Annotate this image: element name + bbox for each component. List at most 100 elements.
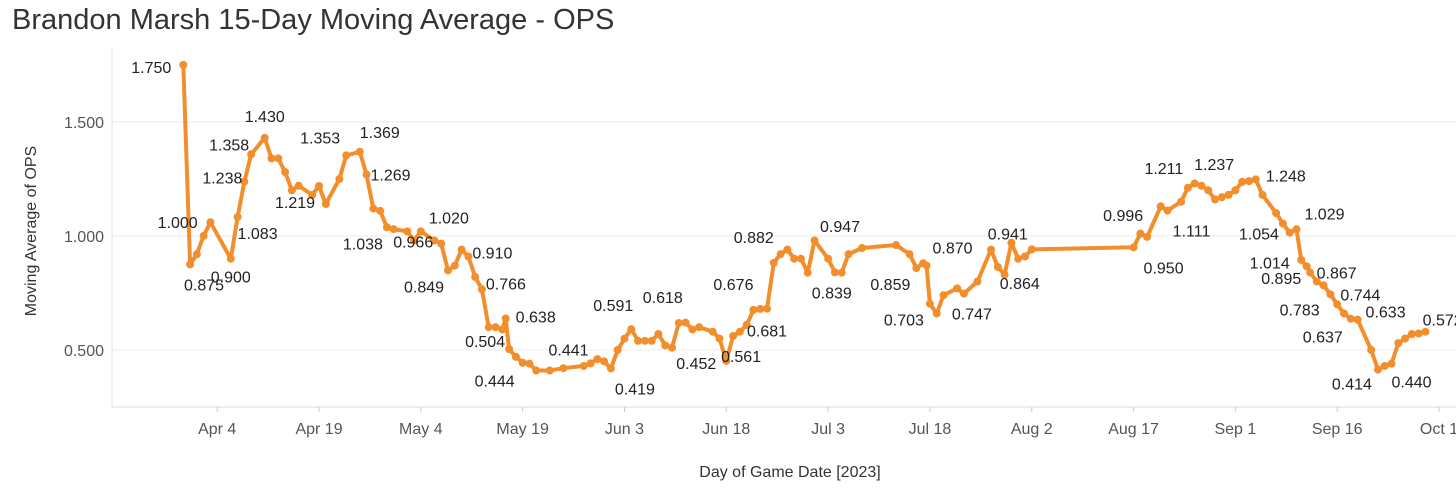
data-label: 0.996 — [1103, 208, 1143, 225]
data-point — [1204, 186, 1213, 195]
x-tick-labels: Apr 4 Apr 19 May 4 May 19 Jun 3 Jun 18 Jul 3 Ju… — [198, 407, 1456, 438]
data-point — [729, 332, 738, 341]
data-label: 1.083 — [238, 226, 278, 243]
data-point — [1163, 206, 1172, 215]
data-point — [627, 325, 636, 334]
y-tick-label: 1.000 — [64, 229, 104, 246]
data-point — [688, 325, 697, 334]
data-point — [464, 252, 473, 261]
data-point — [1387, 359, 1396, 368]
gridlines — [112, 121, 1456, 351]
data-point — [763, 304, 772, 313]
x-tick-label: Sep 16 — [1312, 421, 1363, 438]
data-point — [444, 266, 452, 275]
data-point — [1394, 339, 1403, 348]
ops-series-line — [181, 62, 1428, 373]
data-point — [959, 289, 968, 298]
data-point — [1401, 334, 1410, 343]
data-point — [240, 177, 249, 186]
data-point — [1312, 277, 1321, 286]
data-point — [403, 227, 412, 236]
data-point — [1285, 228, 1294, 237]
data-point — [321, 199, 330, 208]
data-point — [939, 291, 948, 300]
data-label: 0.950 — [1144, 260, 1184, 277]
y-tick-label: 1.500 — [64, 115, 104, 132]
data-point — [1278, 219, 1287, 228]
data-point — [532, 366, 541, 375]
x-axis-title: Day of Game Date [2023] — [699, 464, 880, 481]
data-point — [661, 341, 670, 350]
data-point — [1319, 281, 1328, 290]
data-point — [593, 355, 602, 364]
data-point — [1136, 229, 1145, 238]
data-point — [1197, 181, 1206, 190]
data-point — [634, 336, 643, 345]
data-point — [640, 336, 649, 345]
data-labels: 1.750 0.875 1.000 0.900 1.083 1.238 1.358 1.430… — [131, 60, 1456, 399]
data-point — [606, 364, 615, 373]
data-point — [742, 320, 751, 329]
data-point — [1407, 330, 1416, 339]
data-label: 1.750 — [131, 60, 171, 77]
data-label: 1.269 — [371, 168, 411, 185]
data-label: 1.029 — [1304, 206, 1344, 223]
data-point — [192, 250, 201, 259]
data-label: 1.020 — [429, 210, 469, 227]
data-label: 1.219 — [275, 195, 315, 212]
data-point — [790, 254, 799, 263]
data-point — [199, 231, 208, 240]
data-point — [1211, 195, 1220, 204]
data-label: 0.572 — [1423, 313, 1456, 330]
data-points — [179, 60, 1430, 375]
data-point — [1258, 190, 1267, 199]
x-tick-label: Apr 4 — [198, 421, 236, 438]
data-point — [179, 60, 188, 69]
data-label: 0.870 — [933, 241, 973, 258]
data-point — [498, 325, 507, 334]
data-label: 0.676 — [713, 277, 753, 294]
data-point — [362, 170, 371, 179]
data-label: 1.000 — [158, 215, 198, 232]
data-label: 0.637 — [1303, 330, 1343, 347]
data-point — [922, 261, 931, 270]
data-point — [369, 204, 378, 213]
data-label: 0.444 — [475, 374, 515, 391]
data-label: 0.766 — [486, 276, 526, 293]
data-point — [837, 268, 846, 277]
data-point — [1346, 314, 1355, 323]
data-point — [525, 359, 534, 368]
data-point — [471, 272, 480, 281]
data-label: 0.681 — [747, 324, 787, 341]
data-label: 0.591 — [593, 298, 633, 315]
data-point — [722, 356, 731, 365]
data-label: 0.703 — [884, 313, 924, 330]
data-point — [1333, 300, 1342, 309]
data-point — [308, 190, 317, 199]
data-point — [1231, 186, 1240, 195]
data-point — [1272, 209, 1281, 218]
data-point — [518, 358, 527, 367]
data-point — [1297, 255, 1306, 264]
data-point — [749, 305, 758, 314]
data-point — [559, 364, 568, 373]
data-label: 1.014 — [1250, 256, 1290, 273]
data-point — [905, 250, 914, 259]
data-label: 0.440 — [1391, 375, 1431, 392]
data-point — [925, 299, 934, 308]
data-point — [1373, 365, 1382, 374]
data-point — [342, 151, 351, 160]
data-label: 1.430 — [245, 109, 285, 126]
data-point — [484, 323, 493, 332]
data-point — [501, 314, 510, 323]
data-point — [987, 245, 996, 254]
data-label: 1.358 — [209, 137, 249, 154]
data-label: 1.238 — [202, 171, 242, 188]
data-point — [416, 227, 425, 236]
data-point — [511, 352, 520, 361]
data-point — [973, 277, 982, 286]
data-point — [315, 181, 324, 190]
data-label: 1.248 — [1266, 168, 1306, 185]
data-point — [695, 323, 704, 332]
